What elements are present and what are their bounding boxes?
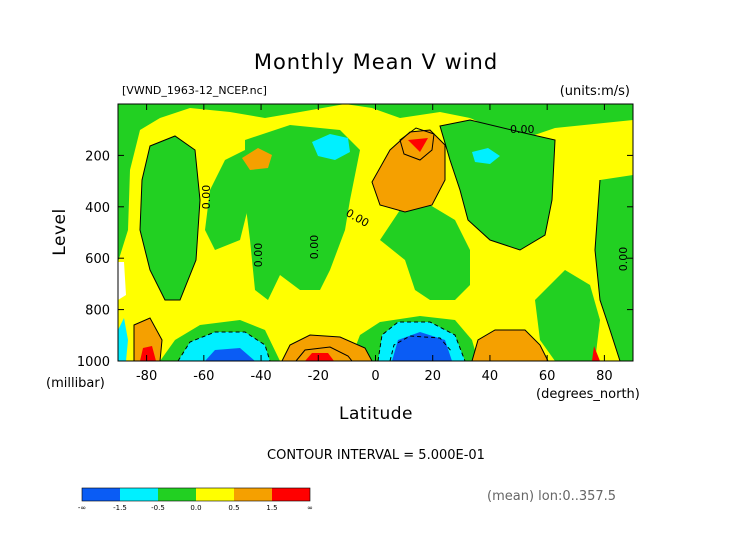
contour-label: 0.00: [252, 243, 265, 268]
colorbar: -∞ -1.5 -0.5 0.0 0.5 1.5 ∞: [78, 487, 313, 512]
contour-line: [133, 317, 163, 361]
y-tick-label: 400: [85, 201, 110, 216]
contour-label: 0.00: [510, 123, 535, 136]
contour-line: [139, 135, 201, 301]
x-tick-label: -80: [136, 369, 157, 384]
strong-positive-region: [472, 330, 548, 361]
x-tick-label: 60: [539, 369, 556, 384]
negative-region: [205, 150, 250, 250]
negative-region: [380, 205, 470, 300]
contour-line: [281, 334, 373, 361]
plot-area: [118, 104, 633, 361]
contour-line: [471, 329, 549, 361]
y-tick-label: 600: [85, 252, 110, 267]
strong-negative-region: [472, 148, 500, 164]
negative-region: [118, 104, 633, 262]
y-tick-label: 800: [85, 304, 110, 319]
colorbar-label: -∞: [78, 504, 86, 512]
colorbar-swatch: [272, 488, 310, 501]
max-negative-region: [205, 348, 255, 361]
max-negative-region: [392, 332, 452, 361]
negative-region: [535, 270, 600, 361]
contour-line: [399, 127, 435, 161]
colorbar-swatch: [158, 488, 196, 501]
x-axis: -80 -60 -40 -20 0 20 40 60 80: [136, 104, 613, 384]
colorbar-label: -0.5: [151, 504, 165, 512]
strong-positive-region: [242, 148, 272, 170]
max-positive-region: [305, 353, 334, 361]
colorbar-swatch: [196, 488, 234, 501]
strong-negative-region: [312, 134, 350, 160]
footer-label: (mean) lon:0..357.5: [487, 489, 616, 504]
colorbar-label: 0.5: [228, 504, 239, 512]
x-tick-label: 0: [371, 369, 379, 384]
y-axis: 200 400 600 800 1000: [77, 149, 633, 370]
units-label: (units:m/s): [560, 84, 630, 99]
x-tick-label: -40: [250, 369, 271, 384]
y-tick-label: 1000: [77, 355, 110, 370]
contour-label: 0.00: [200, 185, 213, 210]
y-tick-label: 200: [85, 149, 110, 164]
x-tick-label: 80: [596, 369, 613, 384]
max-positive-region: [140, 346, 156, 361]
contour-interval-label: CONTOUR INTERVAL = 5.000E-01: [267, 448, 485, 463]
contour-line: [295, 346, 353, 361]
contour-line: [594, 179, 621, 361]
x-unit-label: (degrees_north): [536, 387, 640, 402]
contour-label: 0.00: [617, 247, 630, 272]
contour-labels: 0.00 0.00 0.00 0.00 0.00 0.00: [200, 123, 630, 271]
contour-line: [377, 321, 466, 361]
colorbar-swatch: [82, 488, 120, 501]
y-axis-label: Level: [50, 208, 70, 255]
x-tick-label: 40: [482, 369, 499, 384]
x-axis-label: Latitude: [339, 404, 413, 424]
negative-region: [245, 125, 360, 300]
strong-positive-region: [134, 318, 162, 361]
strong-negative-region: [118, 318, 128, 361]
contour-line: [439, 119, 556, 251]
chart-title: Monthly Mean V wind: [254, 50, 498, 74]
contour-line: [177, 331, 271, 361]
contour-line: [389, 335, 453, 361]
colorbar-swatch: [234, 488, 272, 501]
negative-region: [440, 120, 555, 250]
file-label: [VWND_1963-12_NCEP.nc]: [122, 84, 267, 97]
x-tick-label: -20: [308, 369, 329, 384]
x-tick-label: -60: [193, 369, 214, 384]
colorbar-label: ∞: [307, 504, 313, 512]
contour-label: 0.00: [308, 235, 321, 260]
max-positive-region: [592, 346, 600, 361]
x-tick-label: 20: [424, 369, 441, 384]
negative-region: [595, 175, 633, 361]
colorbar-label: -1.5: [113, 504, 127, 512]
y-unit-label: (millibar): [46, 376, 105, 391]
colorbar-label: 0.0: [190, 504, 201, 512]
colorbar-label: 1.5: [266, 504, 277, 512]
colorbar-frame: [81, 487, 311, 502]
missing-data-region: [118, 262, 126, 300]
negative-region: [140, 136, 200, 300]
max-positive-region: [408, 138, 428, 152]
strong-negative-region: [178, 332, 270, 361]
contour-lines: [133, 119, 621, 361]
colorbar-swatch: [120, 488, 158, 501]
